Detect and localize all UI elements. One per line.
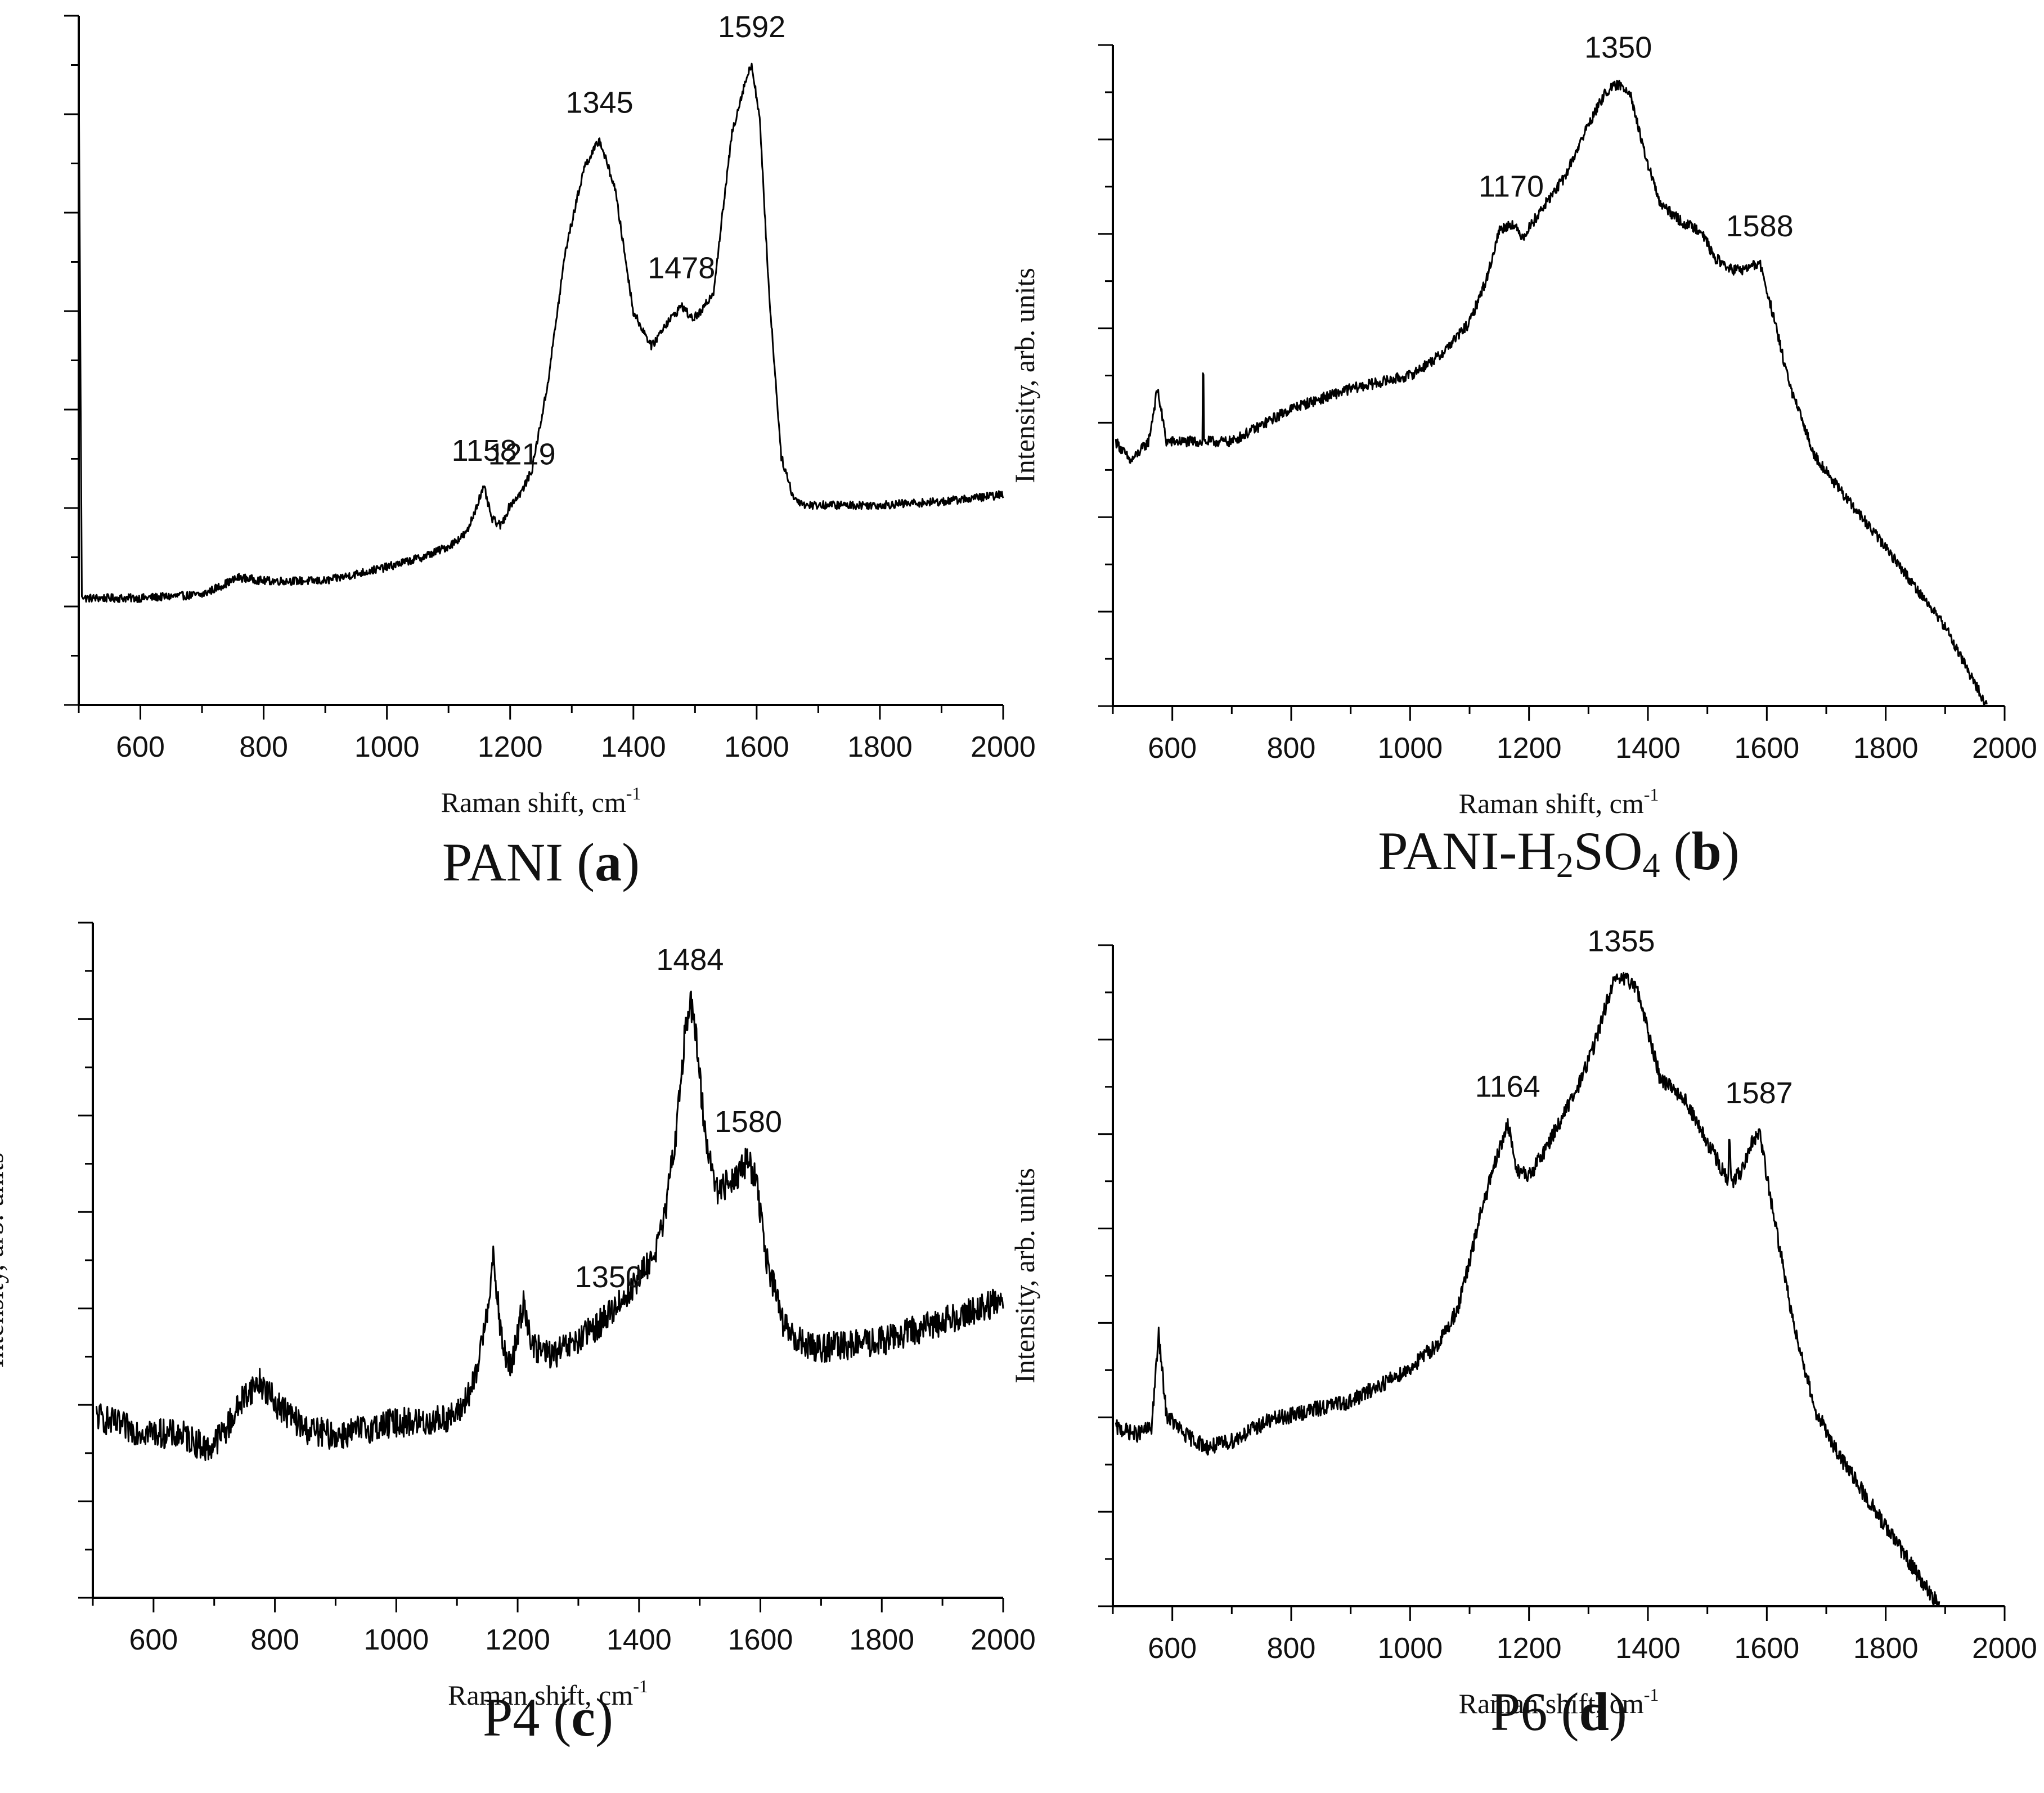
y-axis-label: Intensity, arb. units bbox=[1009, 268, 1040, 483]
peak-label: 1580 bbox=[715, 1105, 782, 1139]
peak-label: 1587 bbox=[1726, 1076, 1793, 1110]
y-axis-label: Intensity, arb. units bbox=[1009, 1168, 1040, 1383]
x-tick-label: 2000 bbox=[1972, 1632, 2037, 1665]
peak-label: 1350 bbox=[575, 1260, 643, 1294]
subplot-caption: PANI-H2SO4 (b) bbox=[1378, 821, 1740, 885]
x-tick-label: 800 bbox=[1267, 1632, 1316, 1665]
x-axis-label: Raman shift, cm-1 bbox=[1459, 1684, 1659, 1719]
x-tick-label: 1600 bbox=[1734, 1632, 1799, 1665]
caption-open-paren: ( bbox=[540, 1687, 571, 1747]
x-tick-label: 600 bbox=[116, 731, 165, 763]
caption-open-paren: ( bbox=[1548, 1682, 1579, 1742]
series-line-P6 bbox=[1115, 972, 1940, 1607]
x-tick-label: 1000 bbox=[363, 1624, 429, 1656]
caption-letter: d bbox=[1579, 1682, 1609, 1742]
caption-sub: 2 bbox=[1556, 847, 1574, 885]
peak-label: 1345 bbox=[565, 86, 633, 120]
x-tick-label: 1200 bbox=[485, 1624, 550, 1656]
x-tick-label: 800 bbox=[250, 1624, 299, 1656]
x-axis-label-sup: -1 bbox=[626, 783, 641, 803]
x-tick-label: 1000 bbox=[1377, 732, 1443, 765]
caption-letter: a bbox=[595, 832, 622, 892]
x-tick-label: 1400 bbox=[607, 1624, 672, 1656]
peak-label: 1158 bbox=[452, 434, 517, 468]
x-tick-label: 1000 bbox=[354, 731, 420, 763]
caption-close-paren: ) bbox=[622, 832, 640, 892]
caption-close-paren: ) bbox=[1609, 1682, 1627, 1742]
x-tick-label: 600 bbox=[129, 1624, 178, 1656]
panel-c: 600 800 1000 1200 1400 1600 1800 2000 Raman shif… bbox=[0, 922, 1036, 1747]
series-line-PANI bbox=[78, 62, 1004, 603]
x-axis-label-sup: -1 bbox=[1644, 1684, 1659, 1705]
x-axis-label-sup: -1 bbox=[1644, 784, 1659, 805]
x-tick-label: 1000 bbox=[1377, 1632, 1443, 1665]
caption-close-paren: ) bbox=[1722, 821, 1740, 881]
caption-letter: b bbox=[1691, 821, 1721, 881]
x-tick-label: 2000 bbox=[1972, 732, 2037, 765]
caption-open-paren: ( bbox=[563, 832, 595, 892]
subplot-caption: P4 (c) bbox=[483, 1687, 613, 1747]
x-tick-label: 1200 bbox=[1497, 732, 1562, 765]
x-tick-label: 1800 bbox=[1853, 1632, 1919, 1665]
peak-label: 1350 bbox=[1584, 31, 1652, 65]
peak-label: 1484 bbox=[656, 943, 724, 977]
caption-close-paren: ) bbox=[595, 1687, 613, 1747]
peak-label: 1355 bbox=[1587, 924, 1655, 958]
x-tick-label: 800 bbox=[1267, 732, 1316, 765]
panel-a: 600 800 1000 1200 1400 1600 1800 2000 Raman shif… bbox=[64, 10, 1036, 892]
peak-label: 1164 bbox=[1475, 1069, 1540, 1103]
series-line-P4 bbox=[96, 990, 1004, 1461]
caption-name: P6 bbox=[1490, 1682, 1547, 1742]
subplot-caption: PANI (a) bbox=[442, 832, 640, 892]
peak-label: 1588 bbox=[1726, 209, 1794, 243]
x-tick-label: 1400 bbox=[601, 731, 666, 763]
x-tick-label: 1600 bbox=[728, 1624, 793, 1656]
y-axis-label: Intensity, arb. units bbox=[0, 1153, 9, 1368]
x-tick-label: 1200 bbox=[478, 731, 543, 763]
x-axis-label-sup: -1 bbox=[633, 1676, 648, 1696]
x-tick-label: 800 bbox=[239, 731, 288, 763]
x-tick-label: 1600 bbox=[1734, 732, 1799, 765]
x-tick-label: 2000 bbox=[971, 1624, 1036, 1656]
x-tick-label: 2000 bbox=[971, 731, 1036, 763]
peak-label: 1170 bbox=[1479, 169, 1544, 203]
caption-sub: 4 bbox=[1642, 847, 1660, 885]
peak-label: 1219 bbox=[488, 437, 555, 471]
x-tick-label: 1400 bbox=[1615, 732, 1681, 765]
x-axis-label: Raman shift, cm-1 bbox=[441, 783, 641, 818]
x-tick-label: 600 bbox=[1148, 1632, 1197, 1665]
x-tick-label: 600 bbox=[1148, 732, 1197, 765]
caption-mid: SO bbox=[1574, 821, 1643, 881]
caption-name: P4 bbox=[483, 1687, 540, 1747]
peak-label: 1478 bbox=[648, 251, 715, 285]
panel-d: 600 800 1000 1200 1400 1600 1800 2000 Raman shif… bbox=[1009, 924, 2037, 1742]
caption-letter: c bbox=[571, 1687, 595, 1747]
caption-open-paren: ( bbox=[1660, 821, 1691, 881]
x-tick-label: 1800 bbox=[1853, 732, 1919, 765]
x-tick-label: 1800 bbox=[847, 731, 913, 763]
x-tick-label: 1200 bbox=[1497, 1632, 1562, 1665]
subplot-caption: P6 (d) bbox=[1490, 1682, 1627, 1742]
series-line-PANI-H2SO4 bbox=[1115, 79, 1988, 705]
caption-name: PANI bbox=[442, 832, 563, 892]
x-axis-label: Raman shift, cm-1 bbox=[448, 1676, 648, 1711]
x-tick-label: 1800 bbox=[849, 1624, 914, 1656]
peak-label: 1592 bbox=[718, 10, 785, 44]
x-tick-label: 1400 bbox=[1615, 1632, 1681, 1665]
x-tick-label: 1600 bbox=[724, 731, 789, 763]
x-axis-label: Raman shift, cm-1 bbox=[1459, 784, 1659, 819]
panel-b: 600 800 1000 1200 1400 1600 1800 2000 Raman shif… bbox=[1009, 31, 2037, 886]
caption-name: PANI-H bbox=[1378, 821, 1556, 881]
